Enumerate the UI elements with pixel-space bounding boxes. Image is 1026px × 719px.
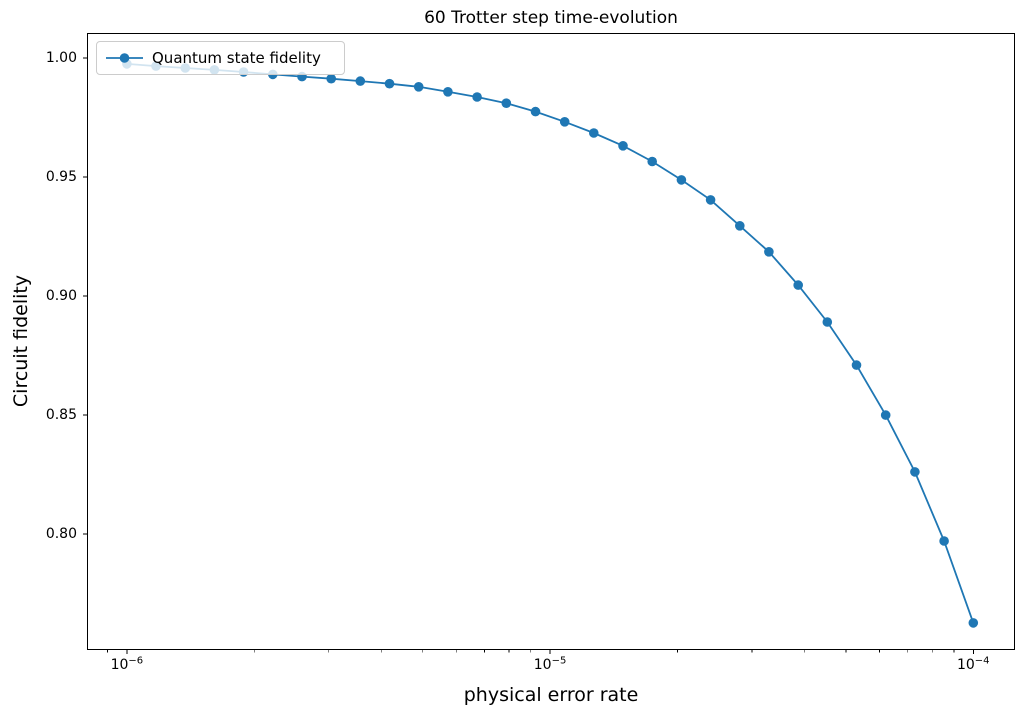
data-point [618, 141, 628, 151]
data-point [822, 317, 833, 327]
legend: Quantum state fidelity [96, 41, 345, 75]
y-tick-label: 0.85 [45, 407, 77, 424]
legend-label: Quantum state fidelity [152, 49, 321, 67]
data-point [413, 82, 424, 92]
data-point [705, 195, 716, 205]
data-point [939, 536, 949, 546]
x-tick-label: 10−5 [533, 655, 567, 673]
data-point [326, 73, 337, 84]
data-point [793, 280, 803, 290]
data-point [851, 360, 862, 370]
y-tick-label: 0.90 [45, 288, 77, 305]
x-tick-label: 10−4 [956, 655, 990, 673]
plot-border [87, 33, 1015, 650]
data-point [559, 117, 570, 127]
y-tick-label: 0.80 [45, 526, 77, 543]
data-point [735, 221, 745, 231]
data-point [968, 618, 979, 628]
data-point [764, 247, 774, 257]
data-point [472, 92, 482, 102]
legend-sample-marker [119, 53, 130, 63]
x-tick-label: 10−6 [110, 655, 144, 673]
data-point [589, 128, 599, 138]
data-point [355, 76, 366, 86]
data-point [910, 467, 920, 477]
data-point [384, 78, 395, 89]
data-point [647, 156, 657, 167]
chart-title: 60 Trotter step time-evolution [424, 8, 678, 28]
data-point [880, 410, 891, 420]
data-point [443, 87, 453, 97]
y-tick-label: 0.95 [45, 169, 77, 185]
data-point [676, 175, 687, 185]
series-line [126, 63, 975, 624]
data-point [501, 98, 512, 108]
x-axis-label: physical error rate [463, 684, 639, 706]
legend-line-marker-icon [106, 53, 143, 63]
data-point [530, 106, 541, 117]
y-tick-label: 1.00 [45, 49, 77, 66]
